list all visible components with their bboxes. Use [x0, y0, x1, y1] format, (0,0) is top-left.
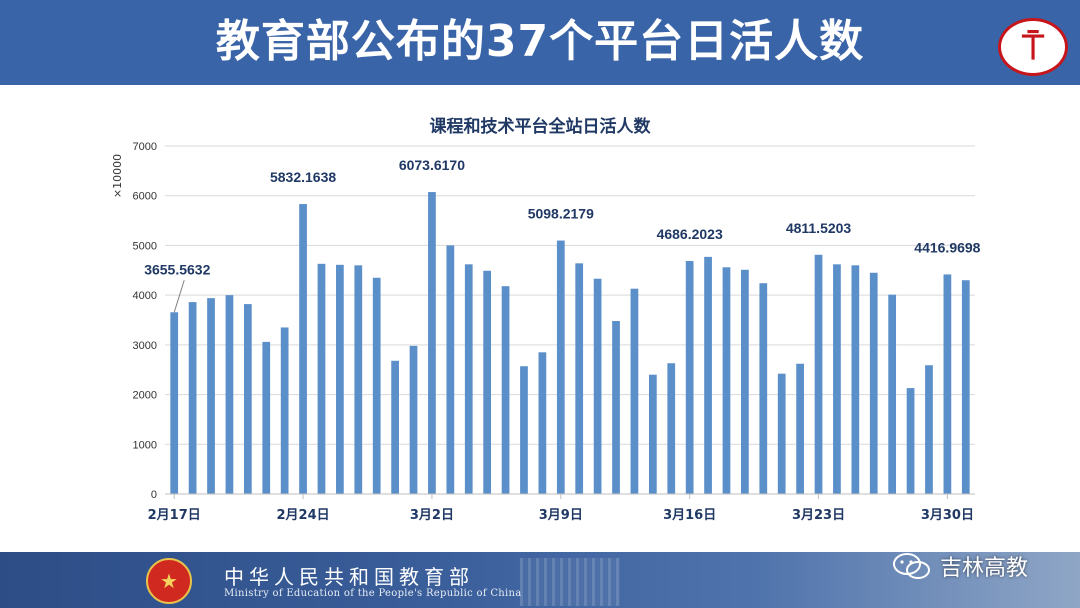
wechat-watermark: 吉林高教	[892, 550, 1028, 582]
bar	[759, 283, 768, 494]
y-tick-label: 6000	[133, 191, 157, 203]
data-label: 3655.5632	[144, 261, 210, 277]
data-label: 4416.9698	[914, 239, 980, 255]
y-tick-label: 0	[151, 489, 157, 501]
bar-chart: 0 1000 2000 3000 4000 5000 6000 7000 ×10000 2月1…	[111, 141, 981, 523]
bar	[741, 269, 749, 494]
logo-glyph: ⍑	[1022, 25, 1044, 68]
bar	[501, 286, 510, 494]
y-tick-label: 1000	[133, 439, 157, 451]
y-axis-unit-label: ×10000	[111, 154, 124, 198]
building-image	[520, 558, 620, 606]
bar	[428, 192, 436, 495]
data-labels: 3655.5632 5832.1638 6073.6170 5098.2179 4686…	[144, 157, 981, 313]
bar	[906, 388, 915, 494]
bar	[833, 264, 841, 494]
x-tick-label: 3月30日	[921, 508, 974, 523]
bar	[777, 373, 786, 494]
bar	[336, 264, 344, 494]
bar	[483, 270, 492, 494]
bars	[170, 192, 970, 495]
x-tick-label: 3月16日	[663, 508, 716, 523]
bar	[961, 280, 970, 494]
bar	[262, 341, 271, 494]
x-tick-label: 3月23日	[792, 508, 845, 523]
page-title: 教育部公布的37个平台日活人数	[215, 16, 865, 67]
bar	[869, 272, 878, 494]
bar	[280, 327, 289, 494]
bar	[851, 265, 860, 494]
bar	[685, 261, 694, 494]
bar	[575, 263, 584, 494]
bar	[538, 352, 547, 494]
y-tick-label: 2000	[133, 390, 157, 402]
data-label: 5098.2179	[528, 206, 594, 222]
bar	[372, 277, 381, 494]
x-axis: 2月17日 2月24日 3月2日 3月9日 3月16日 3月23日 3月30日	[148, 494, 974, 523]
bar	[243, 304, 252, 494]
header-bar	[0, 0, 1080, 85]
data-label: 5832.1638	[270, 169, 336, 185]
ministry-name-en: Ministry of Education of the People's Re…	[224, 588, 522, 599]
y-tick-label: 5000	[133, 240, 157, 252]
bar	[391, 360, 399, 494]
bar	[888, 294, 897, 494]
x-tick-label: 2月24日	[276, 508, 329, 523]
y-tick-label: 7000	[133, 141, 157, 153]
bar	[464, 264, 473, 494]
bar	[648, 374, 657, 494]
data-label: 4686.2023	[657, 226, 723, 242]
bar	[225, 295, 234, 494]
bar	[446, 245, 455, 494]
bar	[299, 204, 307, 494]
bar	[612, 320, 620, 494]
y-axis: 0 1000 2000 3000 4000 5000 6000 7000	[133, 141, 157, 501]
bar	[925, 365, 933, 494]
x-tick-label: 3月9日	[539, 508, 583, 523]
national-emblem-icon: ★	[146, 558, 192, 604]
wechat-account-name: 吉林高教	[940, 556, 1029, 581]
chart-title: 课程和技术平台全站日活人数	[429, 117, 651, 137]
bar	[667, 363, 676, 494]
data-label: 4811.5203	[786, 220, 852, 236]
jilin-education-logo: ⍑	[998, 18, 1068, 76]
x-tick-label: 2月17日	[148, 508, 201, 523]
bar	[943, 274, 952, 494]
bar	[317, 263, 326, 494]
y-tick-label: 3000	[133, 340, 157, 352]
x-tick-label: 3月2日	[410, 508, 454, 523]
bar	[722, 267, 731, 494]
bar	[796, 363, 804, 494]
bar	[556, 240, 565, 494]
bar	[170, 312, 179, 494]
bar	[814, 254, 823, 494]
wechat-icon	[892, 551, 932, 581]
ministry-name-cn: 中华人民共和国教育部	[224, 565, 474, 589]
bar	[704, 256, 712, 494]
data-label-leader-line	[173, 280, 185, 313]
bar	[630, 288, 639, 494]
data-label: 6073.6170	[399, 157, 465, 173]
bar	[409, 345, 418, 494]
bar	[207, 298, 215, 494]
y-tick-label: 4000	[133, 290, 157, 302]
bar	[520, 366, 528, 494]
bar	[354, 265, 363, 494]
bar	[593, 278, 602, 494]
bar	[188, 302, 197, 494]
